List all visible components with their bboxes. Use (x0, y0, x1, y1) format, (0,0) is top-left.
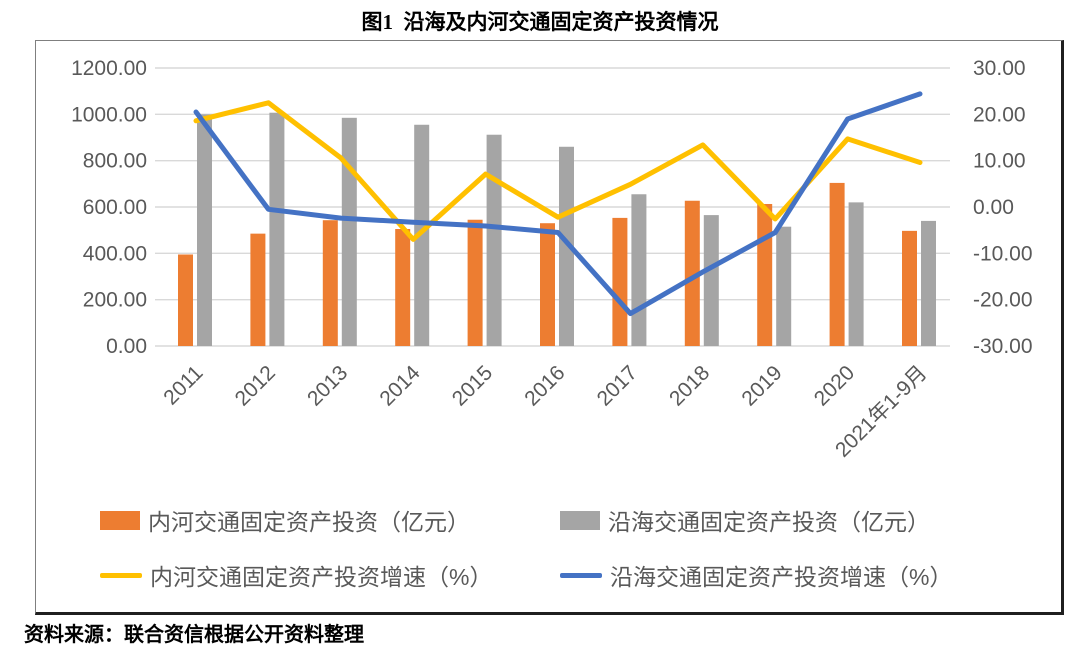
bar-2017 (631, 194, 647, 346)
left-axis-tick-label: 1200.00 (71, 57, 147, 80)
left-axis-tick-label: 200.00 (83, 289, 147, 312)
legend-item-inland-investment: 内河交通固定资产投资（亿元） (100, 505, 470, 535)
bar-2013 (322, 220, 338, 346)
bar-2014 (414, 124, 430, 346)
bar-2012 (250, 233, 266, 346)
bar-2015 (486, 134, 502, 346)
bar-2016 (559, 146, 574, 346)
x-axis-tick-label: 2020 (810, 361, 859, 410)
bar-2016 (540, 223, 555, 346)
x-axis-tick-label: 2017 (593, 361, 642, 410)
left-axis-tick-label: 1000.00 (71, 103, 147, 126)
legend-label: 沿海交通固定资产投资增速（%） (610, 564, 953, 590)
x-axis-tick-label: 2018 (665, 361, 714, 410)
right-axis-tick-label: -20.00 (973, 289, 1033, 312)
bar-2019 (757, 203, 773, 346)
coastal-investment-bars (197, 112, 936, 346)
x-axis-tick-label: 2013 (303, 361, 352, 410)
right-axis-tick-label: 30.00 (973, 57, 1026, 80)
bar-2014 (395, 229, 411, 346)
x-axis-tick-label: 2016 (520, 361, 569, 410)
legend-label: 内河交通固定资产投资（亿元） (148, 509, 470, 535)
legend-item-coastal-growth: 沿海交通固定资产投资增速（%） (560, 560, 952, 590)
bar-2018 (703, 215, 719, 346)
chart-title: 图1 沿海及内河交通固定资产投资情况 (361, 10, 719, 34)
bar-2011 (197, 114, 212, 346)
bar-2011 (178, 254, 193, 346)
coastal-growth-line (193, 91, 923, 317)
right-axis-tick-label: 0.00 (973, 196, 1014, 219)
x-axis-tick-label: 2012 (231, 361, 280, 410)
right-axis-tick-label: 10.00 (973, 150, 1026, 173)
bar-2021年1-9月 (902, 230, 917, 346)
bar-2020 (848, 202, 864, 346)
bar-2012 (269, 112, 285, 346)
coastal-investment-swatch-icon (560, 510, 600, 530)
legend-label: 内河交通固定资产投资增速（%） (150, 564, 493, 590)
x-axis-tick-label: 2015 (448, 361, 497, 410)
bar-2019 (776, 226, 792, 346)
left-axis-tick-label: 800.00 (83, 150, 147, 173)
x-axis-labels: 2011 2012 2013 2014 2015 2016 2017 2018 2019 2020… (159, 361, 931, 462)
legend-label: 沿海交通固定资产投资（亿元） (608, 509, 930, 535)
x-axis-tick-label: 2011 (159, 361, 207, 409)
inland-growth-line (193, 100, 923, 242)
bar-2013 (341, 117, 357, 346)
x-axis-tick-label: 2019 (737, 361, 786, 410)
bar-2018 (684, 200, 700, 346)
left-axis-tick-label: 0.00 (106, 335, 147, 358)
bar-2021年1-9月 (921, 220, 936, 346)
inland-growth-swatch-icon (100, 572, 142, 578)
inland-investment-swatch-icon (100, 510, 140, 530)
right-axis-tick-label: -10.00 (973, 242, 1033, 265)
x-axis-tick-label: 2014 (375, 361, 425, 411)
bar-2020 (829, 182, 845, 346)
legend-item-inland-growth: 内河交通固定资产投资增速（%） (100, 560, 492, 590)
bar-2017 (612, 217, 628, 346)
legend-item-coastal-investment: 沿海交通固定资产投资（亿元） (560, 505, 930, 535)
inland-investment-bars (178, 182, 917, 346)
left-axis-tick-label: 600.00 (83, 196, 147, 219)
right-axis-tick-label: 20.00 (973, 103, 1026, 126)
source-note: 资料来源：联合资信根据公开资料整理 (24, 624, 364, 646)
coastal-growth-swatch-icon (560, 572, 602, 578)
right-axis-tick-label: -30.00 (973, 335, 1033, 358)
bar-2015 (467, 219, 483, 346)
left-axis-tick-label: 400.00 (83, 242, 147, 265)
